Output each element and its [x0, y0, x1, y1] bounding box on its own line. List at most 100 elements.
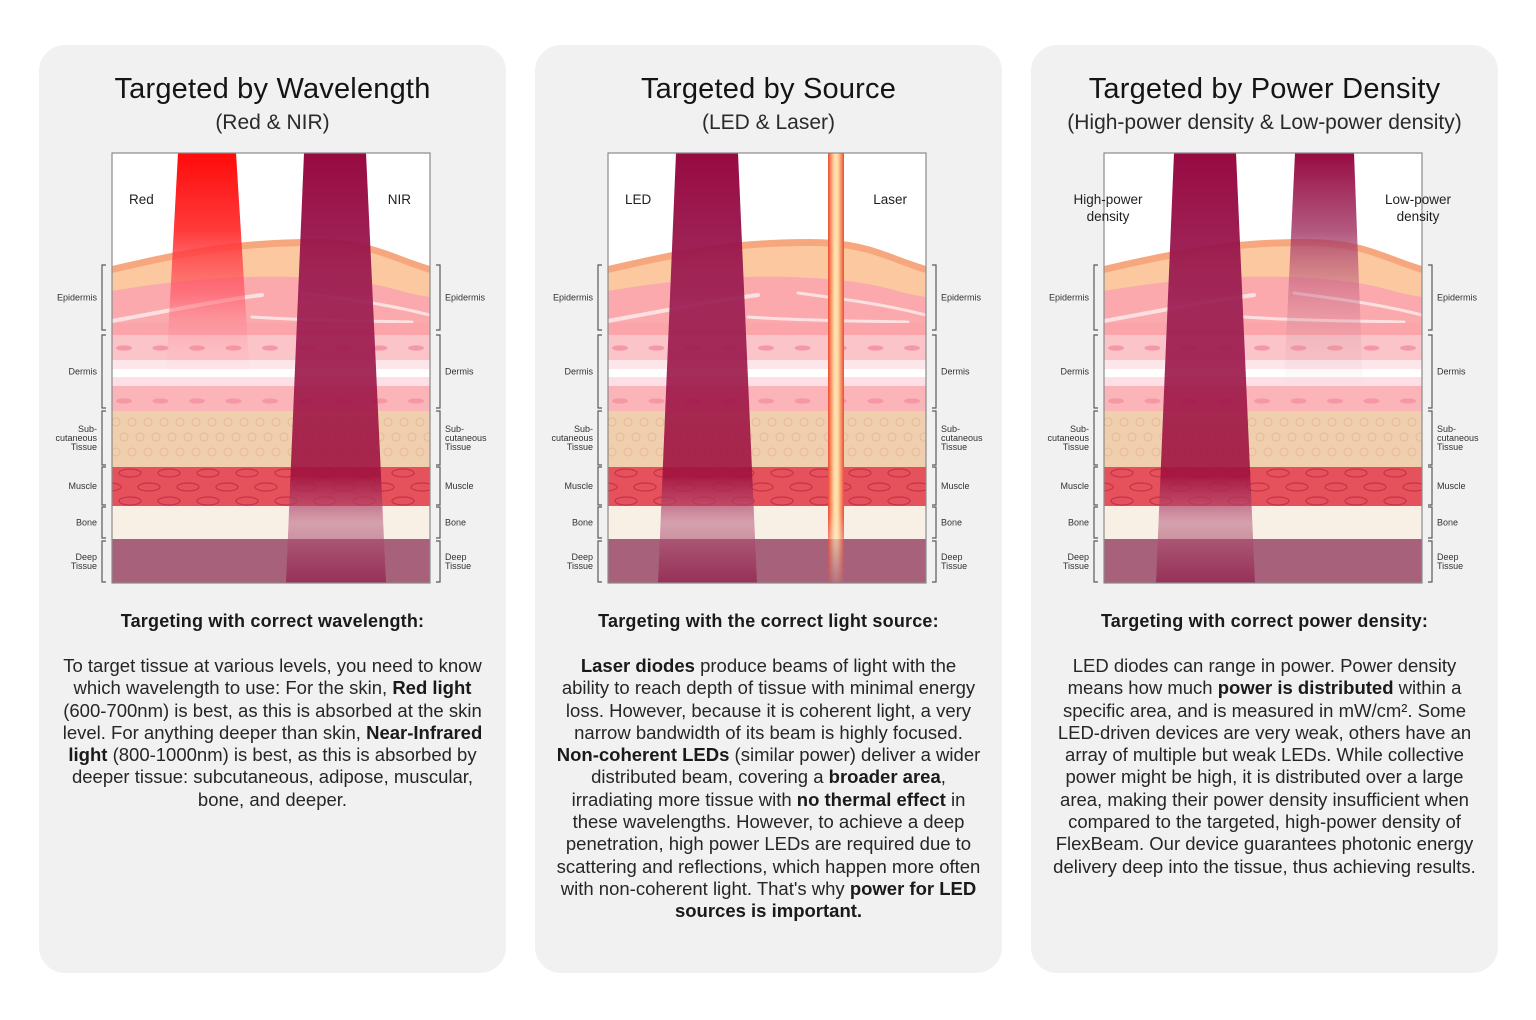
- fat-cell: [1383, 432, 1393, 442]
- dermis-cell: [648, 398, 665, 404]
- fat-cell: [863, 447, 873, 457]
- section-body: To target tissue at various levels, you …: [59, 655, 486, 811]
- nir-light-beam: [286, 153, 386, 583]
- layer-label-line: Tissue: [71, 442, 97, 452]
- muscle-fiber: [1305, 468, 1329, 478]
- fat-cell: [432, 418, 440, 426]
- layer-label-right-epidermis: Epidermis: [445, 293, 486, 303]
- card-power-density: Targeted by Power Density (High-power de…: [1031, 45, 1498, 973]
- fat-cell: [231, 432, 241, 442]
- bracket-right: [932, 410, 937, 466]
- fat-cell: [207, 447, 217, 457]
- layer-label-left-muscle: Muscle: [564, 481, 593, 491]
- fat-cell: [1391, 447, 1401, 457]
- fat-cell: [223, 417, 233, 427]
- beam-label-line: Low-power: [1385, 192, 1452, 207]
- tissue-diagram: High-power density Low-power density Epiderm…: [1047, 152, 1479, 584]
- fat-cell: [215, 432, 225, 442]
- layer-label-right-bone: Bone: [1437, 518, 1458, 528]
- fat-cell: [879, 447, 889, 457]
- fat-cell: [783, 417, 793, 427]
- fat-cell: [207, 417, 217, 427]
- layer-label-right-muscle: Muscle: [941, 481, 970, 491]
- beam-label-line: density: [1397, 209, 1440, 224]
- bracket-right: [1428, 264, 1433, 331]
- fat-cell: [847, 447, 857, 457]
- fat-cell: [608, 447, 617, 457]
- body-text: , irradiating more tissue with: [571, 766, 946, 810]
- fat-cell: [751, 447, 761, 457]
- fat-cell: [167, 432, 177, 442]
- fat-cell: [1391, 417, 1401, 427]
- muscle-fiber: [391, 468, 415, 478]
- fat-cell: [903, 432, 913, 442]
- bracket-right: [1428, 410, 1433, 466]
- dermis-cell: [1144, 345, 1161, 351]
- deep-tissue-layer: [608, 539, 926, 583]
- layer-label-line: Tissue: [1437, 442, 1463, 452]
- fat-cell: [399, 447, 409, 457]
- fat-cell: [112, 417, 121, 427]
- layer-label-left-deep: Deep Tissue: [567, 552, 593, 571]
- muscle-fiber: [1129, 482, 1153, 492]
- emphasis-text: broader area: [828, 766, 941, 788]
- fat-cell: [1255, 432, 1265, 442]
- fat-cell: [879, 417, 889, 427]
- fat-cell: [279, 432, 289, 442]
- section-body: Laser diodes produce beams of light with…: [555, 655, 982, 923]
- bracket-right: [436, 466, 441, 506]
- fat-cell: [255, 417, 265, 427]
- beam-label-left: Red: [129, 192, 154, 207]
- bracket-left: [1093, 410, 1098, 466]
- bracket-right: [932, 540, 937, 583]
- fat-cell: [239, 447, 249, 457]
- layer-label-right-muscle: Muscle: [1437, 481, 1466, 491]
- layer-label-left-dermis: Dermis: [1061, 367, 1090, 377]
- fat-cell: [263, 432, 273, 442]
- bracket-right: [932, 466, 937, 506]
- bracket-right: [1428, 506, 1433, 539]
- fat-cell: [863, 417, 873, 427]
- layer-label-right-muscle: Muscle: [445, 481, 474, 491]
- fat-cell: [112, 447, 121, 457]
- body-text: To target tissue at various levels, you …: [63, 655, 482, 699]
- fat-cell: [647, 432, 657, 442]
- layer-label-right-epidermis: Epidermis: [1437, 293, 1478, 303]
- fat-cell: [615, 432, 625, 442]
- layer-label-line: Deep: [445, 552, 467, 562]
- layer-label-line: Muscle: [68, 481, 97, 491]
- fat-cell: [415, 417, 425, 427]
- layer-label-line: Tissue: [1063, 442, 1089, 452]
- fat-cell: [159, 417, 169, 427]
- layer-label-right-bone: Bone: [941, 518, 962, 528]
- dermis-cell: [648, 345, 665, 351]
- fat-cell: [119, 432, 129, 442]
- dermis-cell: [867, 398, 884, 404]
- layer-label-line: Deep: [1437, 552, 1459, 562]
- diagram-frame: [111, 152, 431, 584]
- muscle-fiber: [887, 468, 911, 478]
- bracket-right: [932, 264, 937, 331]
- muscle-fiber: [137, 482, 161, 492]
- layer-label-line: Muscle: [564, 481, 593, 491]
- fat-cell: [1104, 417, 1113, 427]
- bracket-left: [1093, 466, 1098, 506]
- layer-label-line: Dermis: [445, 367, 474, 377]
- layer-label-left-deep: Deep Tissue: [71, 552, 97, 571]
- fat-cell: [191, 447, 201, 457]
- fat-cell: [855, 432, 865, 442]
- epidermis-streak: [796, 291, 926, 317]
- body-text: (800-1000nm) is best, as this is absorbe…: [71, 744, 477, 810]
- fat-cell: [1127, 432, 1137, 442]
- muscle-fiber: [1110, 496, 1134, 506]
- muscle-fiber: [770, 496, 794, 506]
- muscle-fiber: [1402, 482, 1422, 492]
- body-text: produce beams of light with the ability …: [561, 655, 976, 743]
- dermis-cell: [1108, 345, 1124, 351]
- fat-cell: [432, 448, 440, 456]
- dermis-cell: [758, 345, 774, 351]
- muscle-fiber: [848, 496, 872, 506]
- bracket-left: [101, 506, 106, 539]
- fat-cell: [399, 417, 409, 427]
- layer-label-left-muscle: Muscle: [68, 481, 97, 491]
